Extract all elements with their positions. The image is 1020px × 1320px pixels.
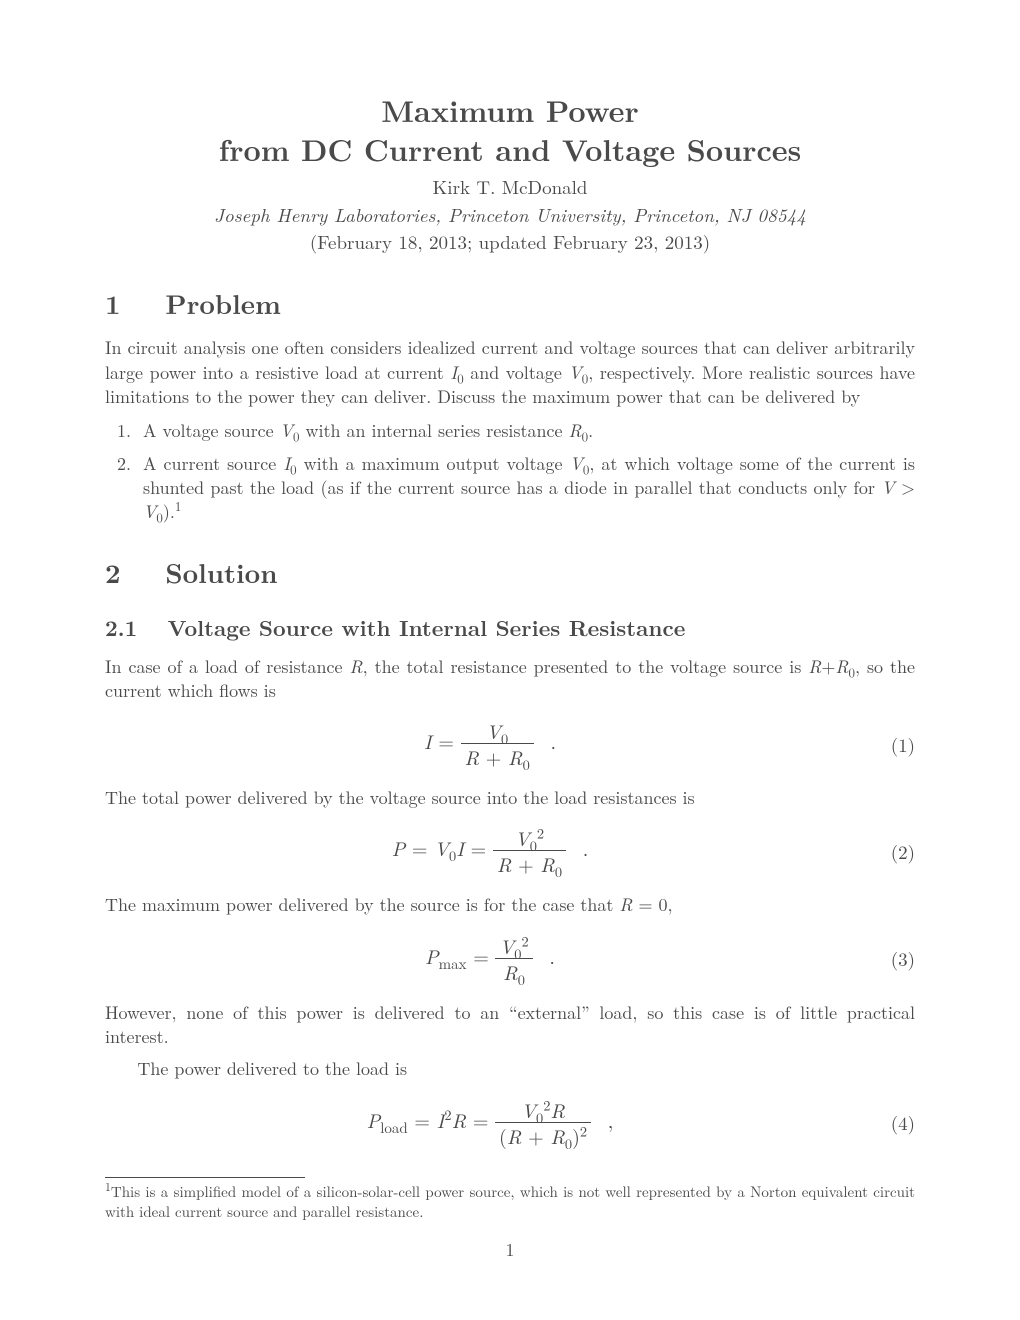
title: Maximum Power from DC Current and Voltag… (105, 90, 915, 168)
equation-4-body: Pload = I2R = V02R (R + R0)2 , (105, 1098, 875, 1149)
section-2-number: 2 (105, 554, 155, 590)
page: Maximum Power from DC Current and Voltag… (0, 0, 1020, 1320)
section-1-title: Problem (165, 283, 281, 322)
equation-4: Pload = I2R = V02R (R + R0)2 , (4) (105, 1098, 915, 1149)
subsection-2-1-number: 2.1 (105, 613, 159, 643)
equation-1: I = V0 R + R0 . (1) (105, 719, 915, 770)
problem-list: A voltage source V0 with an internal ser… (129, 419, 915, 524)
affiliation: Joseph Henry Laboratories, Princeton Uni… (105, 202, 915, 228)
para-2-1-b: The total power delivered by the voltage… (105, 786, 915, 810)
equation-2: P = V0I = V02 R + R0 . (2) (105, 826, 915, 877)
para-2-1-a: In case of a load of resistance R, the t… (105, 655, 915, 704)
problem-item-1: A voltage source V0 with an internal ser… (137, 419, 915, 443)
section-2-title: Solution (165, 552, 277, 591)
para-2-1-c: The maximum power delivered by the sourc… (105, 893, 915, 917)
equation-2-body: P = V0I = V02 R + R0 . (105, 826, 875, 877)
problem-intro: In circuit analysis one often considers … (105, 336, 915, 409)
problem-item-2: A current source I0 with a maximum outpu… (137, 452, 915, 525)
footnote-rule (105, 1177, 305, 1178)
date: (February 18, 2013; updated February 23,… (105, 229, 915, 255)
subsection-2-1-title: Voltage Source with Internal Series Resi… (167, 612, 685, 643)
section-1-number: 1 (105, 285, 155, 321)
section-1-heading: 1 Problem (105, 285, 915, 321)
section-2-heading: 2 Solution (105, 554, 915, 590)
para-2-1-d: However, none of this power is delivered… (105, 1001, 915, 1050)
equation-3-number: (3) (875, 946, 915, 972)
equation-3: Pmax = V02 R0 . (3) (105, 934, 915, 985)
equation-2-number: (2) (875, 839, 915, 865)
subsection-2-1-heading: 2.1 Voltage Source with Internal Series … (105, 613, 915, 643)
footnote-1: 1This is a simplified model of a silicon… (105, 1182, 915, 1223)
equation-4-number: (4) (875, 1110, 915, 1136)
equation-1-number: (1) (875, 732, 915, 758)
equation-3-body: Pmax = V02 R0 . (105, 934, 875, 985)
footnote-1-text: This is a simplified model of a silicon-… (105, 1181, 915, 1222)
title-line-1: Maximum Power (381, 88, 638, 131)
title-line-2: from DC Current and Voltage Sources (219, 127, 801, 170)
equation-1-body: I = V0 R + R0 . (105, 719, 875, 770)
para-2-1-e: The power delivered to the load is (105, 1057, 915, 1081)
page-number: 1 (0, 1238, 1020, 1262)
author: Kirk T. McDonald (105, 174, 915, 200)
